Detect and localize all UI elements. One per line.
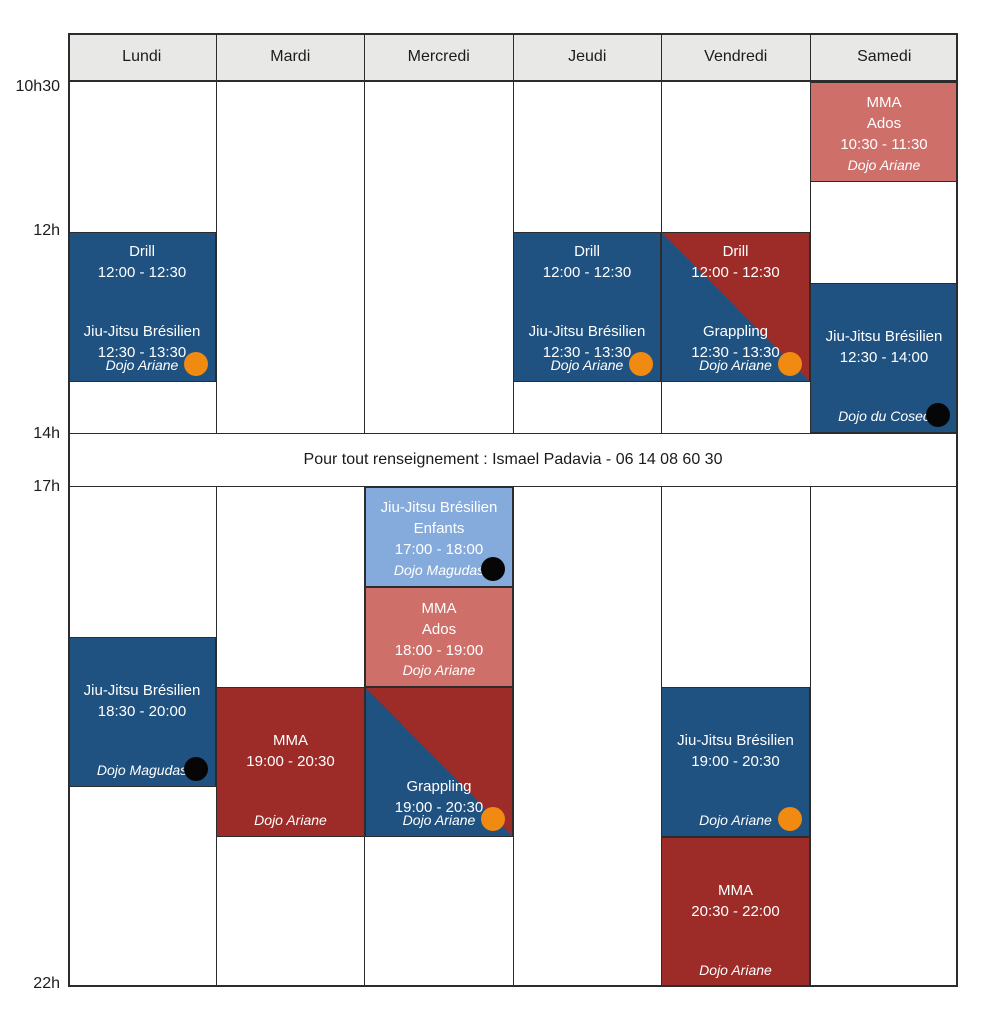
- class-venue: Dojo Magudas: [393, 562, 485, 579]
- column-mercredi-upper: [365, 82, 514, 433]
- class-time: 19:00 - 20:30: [246, 753, 335, 770]
- contact-banner: Pour tout renseignement : Ismael Padavia…: [68, 433, 958, 487]
- class-venue: Dojo Magudas: [96, 762, 188, 779]
- class-time: 10:30 - 11:30: [840, 135, 928, 153]
- class-time: 18:30 - 20:00: [97, 703, 187, 720]
- class-time: 12:30 - 14:00: [839, 349, 929, 366]
- class-subtitle: Ados: [421, 620, 457, 638]
- class-venue: Dojo du Cosec: [838, 408, 930, 425]
- black-dot-marker: [184, 757, 208, 781]
- class-title: Jiu-Jitsu Brésilien: [83, 682, 201, 699]
- class-time: 20:30 - 22:00: [691, 903, 780, 920]
- day-header-row: Lundi Mardi Mercredi Jeudi Vendredi Same…: [68, 33, 958, 82]
- orange-dot-marker: [184, 352, 208, 376]
- class-title: Grappling: [702, 323, 769, 340]
- class-time: 12:30 - 13:30: [97, 344, 187, 361]
- class-subtitle: Enfants: [413, 520, 465, 537]
- class-time: 17:00 - 18:00: [394, 541, 484, 558]
- class-block-mercredi-grappling: Grappling 19:00 - 20:30 Dojo Ariane: [365, 687, 513, 837]
- day-header-mercredi: Mercredi: [365, 33, 514, 80]
- class-title: MMA: [421, 599, 457, 617]
- class-venue: Dojo Ariane: [402, 812, 476, 829]
- class-block-vendredi-mma: MMA 20:30 - 22:00 Dojo Ariane: [661, 837, 810, 987]
- schedule-grid: Lundi Mardi Mercredi Jeudi Vendredi Same…: [68, 33, 958, 987]
- class-venue: Dojo Ariane: [699, 962, 772, 979]
- class-title: Drill: [722, 243, 749, 260]
- time-label-12h: 12h: [33, 222, 60, 239]
- class-block-lundi-evening: Jiu-Jitsu Brésilien 18:30 - 20:00 Dojo M…: [68, 637, 216, 787]
- class-group: Grappling 19:00 - 20:30: [366, 776, 512, 818]
- class-title: Grappling: [406, 778, 472, 795]
- class-block-mercredi-mma-ados: MMA Ados 18:00 - 19:00 Dojo Ariane: [365, 587, 513, 687]
- column-samedi-lower: [811, 487, 959, 987]
- class-group: Drill 12:00 - 12:30: [98, 241, 186, 283]
- class-venue: Dojo Ariane: [699, 812, 772, 829]
- day-header-mardi: Mardi: [217, 33, 365, 80]
- class-block-mardi-mma: MMA 19:00 - 20:30 Dojo Ariane: [216, 687, 365, 837]
- day-header-vendredi: Vendredi: [662, 33, 811, 80]
- class-block-lundi-midday: Drill 12:00 - 12:30 Jiu-Jitsu Brésilien …: [68, 232, 216, 382]
- class-group: Jiu-Jitsu Brésilien 12:30 - 13:30: [514, 321, 660, 363]
- orange-dot-marker: [778, 807, 802, 831]
- class-title: Drill: [129, 243, 155, 260]
- column-lundi-upper: [68, 82, 217, 433]
- class-title: Jiu-Jitsu Brésilien: [825, 328, 943, 345]
- class-venue: Dojo Ariane: [402, 662, 476, 679]
- class-time: 19:00 - 20:30: [691, 753, 780, 770]
- class-time: 12:00 - 12:30: [97, 264, 187, 281]
- day-header-samedi: Samedi: [857, 47, 912, 65]
- contact-banner-text: Pour tout renseignement : Ismael Padavia…: [303, 451, 723, 468]
- orange-dot-marker: [778, 352, 802, 376]
- class-venue: Dojo Ariane: [254, 812, 327, 829]
- class-title: Jiu-Jitsu Brésilien: [528, 323, 646, 340]
- orange-dot-marker: [481, 807, 505, 831]
- class-time: 12:00 - 12:30: [691, 264, 780, 281]
- class-group: Drill 12:00 - 12:30: [691, 241, 779, 283]
- time-label-17h: 17h: [33, 478, 60, 495]
- column-vendredi-upper: [662, 82, 811, 433]
- day-header-jeudi: Jeudi: [514, 33, 662, 80]
- day-header-lundi: Lundi: [68, 33, 217, 80]
- class-block-samedi-mma-ados: MMA Ados 10:30 - 11:30 Dojo Ariane: [810, 82, 958, 182]
- time-label-10h30: 10h30: [15, 78, 61, 95]
- class-time: 19:00 - 20:30: [394, 799, 484, 816]
- class-block-mercredi-enfants: Jiu-Jitsu Brésilien Enfants 17:00 - 18:0…: [365, 487, 513, 587]
- black-dot-marker: [481, 557, 505, 581]
- class-venue: Dojo Ariane: [699, 357, 772, 374]
- class-time: 18:00 - 19:00: [394, 641, 484, 659]
- class-block-jeudi-midday: Drill 12:00 - 12:30 Jiu-Jitsu Brésilien …: [513, 232, 661, 382]
- column-mardi-upper: [217, 82, 365, 433]
- class-subtitle: Ados: [866, 114, 902, 132]
- orange-dot-marker: [629, 352, 653, 376]
- class-title: MMA: [866, 93, 902, 111]
- class-time: 12:30 - 13:30: [542, 344, 632, 361]
- class-time: 12:00 - 12:30: [542, 264, 632, 281]
- black-dot-marker: [926, 403, 950, 427]
- class-block-vendredi-midday: Drill 12:00 - 12:30 Grappling 12:30 - 13…: [661, 232, 810, 382]
- column-vendredi-lower: [662, 487, 811, 987]
- class-title: MMA: [273, 732, 308, 749]
- class-title: Jiu-Jitsu Brésilien: [380, 499, 498, 516]
- class-venue: Dojo Ariane: [550, 357, 624, 374]
- class-title: Drill: [574, 243, 600, 260]
- class-title: Jiu-Jitsu Brésilien: [677, 732, 794, 749]
- time-label-14h: 14h: [33, 425, 60, 442]
- time-label-22h: 22h: [33, 975, 60, 992]
- class-group: Jiu-Jitsu Brésilien 12:30 - 13:30: [69, 321, 215, 363]
- class-title: Jiu-Jitsu Brésilien: [83, 323, 201, 340]
- class-time: 12:30 - 13:30: [691, 344, 780, 361]
- class-venue: Dojo Ariane: [105, 357, 179, 374]
- column-mercredi-lower: [365, 487, 514, 987]
- class-title: MMA: [718, 882, 753, 899]
- class-block-vendredi-jjb-evening: Jiu-Jitsu Brésilien 19:00 - 20:30 Dojo A…: [661, 687, 810, 837]
- class-group: Drill 12:00 - 12:30: [543, 241, 631, 283]
- class-block-samedi-jjb: Jiu-Jitsu Brésilien 12:30 - 14:00 Dojo d…: [810, 283, 958, 433]
- class-group: Grappling 12:30 - 13:30: [662, 321, 809, 363]
- class-venue: Dojo Ariane: [847, 157, 921, 174]
- column-jeudi-lower: [514, 487, 662, 987]
